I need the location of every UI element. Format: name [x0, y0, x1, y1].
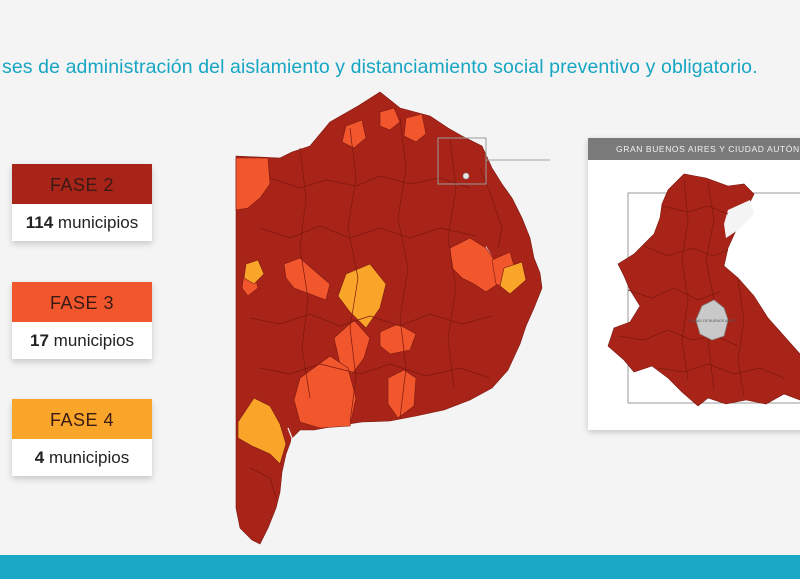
legend-fase-4-unit: municipios	[48, 448, 130, 467]
legend-fase-3-count-row: 17 municipios	[12, 322, 152, 359]
legend-fase-2-label: FASE 2	[12, 164, 152, 204]
gba-highlight-box	[437, 137, 487, 185]
caba-shape	[695, 299, 729, 341]
legend-fase-2-count: 114	[25, 213, 54, 232]
province-map	[235, 91, 550, 545]
region-fase-3	[283, 257, 331, 301]
legend-fase-2-unit: municipios	[57, 213, 139, 232]
legend-fase-2-count-row: 114 municipios	[12, 204, 152, 241]
gba-shape	[607, 173, 800, 407]
caba-label: CIUDAD DE BUENOS AIRES	[688, 319, 736, 323]
province-shape	[235, 91, 543, 545]
inset-map: CIUDAD DE BUENOS AIRES	[607, 173, 800, 407]
region-fase-4	[499, 261, 527, 295]
legend-fase-3-count: 17	[30, 331, 49, 350]
inset-header: GRAN BUENOS AIRES Y CIUDAD AUTÓNOMA	[588, 138, 800, 160]
legend-fase-2: FASE 2 114 municipios	[12, 164, 152, 241]
region-fase-3	[341, 119, 367, 149]
region-fase-3	[293, 355, 357, 429]
inset-card: GRAN BUENOS AIRES Y CIUDAD AUTÓNOMA CIUD…	[588, 138, 800, 430]
region-fase-3	[449, 237, 501, 293]
region-fase-3	[379, 323, 417, 355]
region-fase-3	[387, 369, 417, 419]
legend-fase-4-count: 4	[34, 448, 45, 467]
region-fase-3	[403, 113, 427, 143]
legend-fase-3-unit: municipios	[53, 331, 134, 350]
legend-fase-4-label: FASE 4	[12, 399, 152, 439]
river-delta	[724, 200, 754, 238]
region-fase-3	[379, 107, 401, 131]
caba-marker	[462, 172, 470, 180]
bottom-bar	[0, 555, 800, 579]
region-fase-4	[237, 397, 287, 465]
legend-fase-4-count-row: 4 municipios	[12, 439, 152, 476]
slide-title: ses de administración del aislamiento y …	[2, 56, 758, 78]
region-fase-3	[235, 157, 271, 211]
legend-fase-4: FASE 4 4 municipios	[12, 399, 152, 476]
legend-fase-3-label: FASE 3	[12, 282, 152, 322]
region-fase-4	[243, 259, 265, 285]
region-fase-4	[337, 263, 387, 329]
legend-fase-3: FASE 3 17 municipios	[12, 282, 152, 359]
